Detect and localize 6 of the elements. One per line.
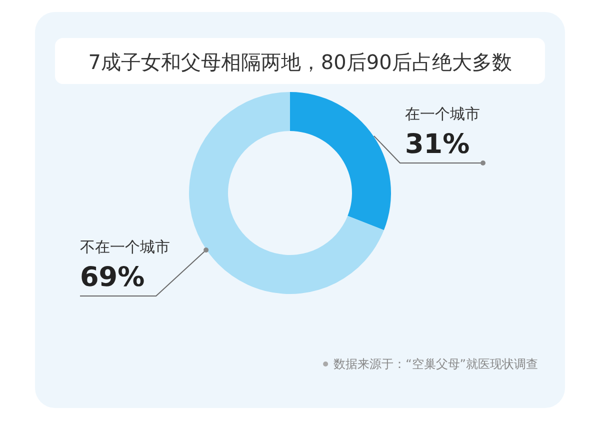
text: 数据来源于：“空巢父母”就医现状调查 bbox=[334, 357, 538, 371]
slice-label: 不在一个城市 bbox=[80, 238, 170, 256]
data-label: 69% bbox=[80, 262, 145, 293]
slice-label: 在一个城市 bbox=[405, 105, 480, 123]
data-label: 31% bbox=[405, 129, 470, 160]
chart-title: 7成子女和父母相隔两地，80后90后占绝大多数 bbox=[88, 50, 512, 74]
